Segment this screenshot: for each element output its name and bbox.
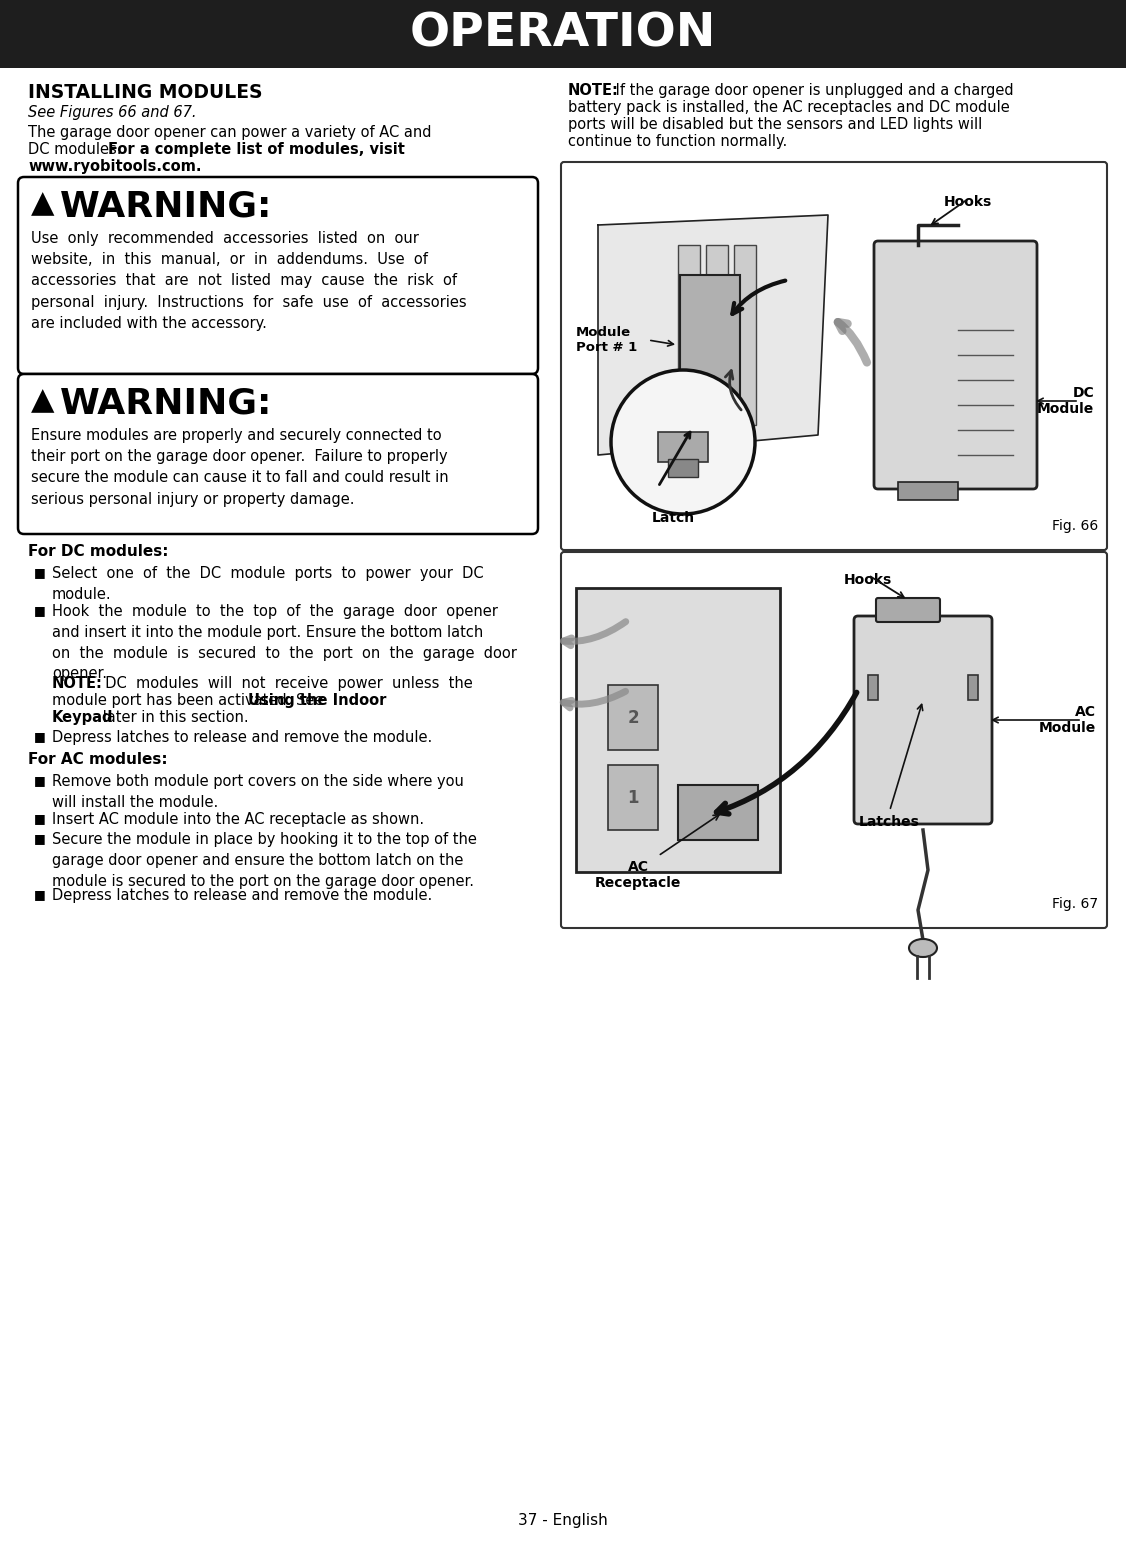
Bar bbox=[868, 675, 878, 700]
Bar bbox=[899, 482, 958, 499]
FancyArrowPatch shape bbox=[725, 371, 741, 410]
FancyBboxPatch shape bbox=[577, 589, 780, 872]
Text: For AC modules:: For AC modules: bbox=[28, 752, 168, 767]
FancyBboxPatch shape bbox=[874, 240, 1037, 488]
Bar bbox=[608, 764, 658, 831]
Text: Hooks: Hooks bbox=[844, 573, 892, 587]
Text: continue to function normally.: continue to function normally. bbox=[568, 134, 787, 149]
Text: Use  only  recommended  accessories  listed  on  our
website,  in  this  manual,: Use only recommended accessories listed … bbox=[32, 231, 466, 331]
Text: Hook  the  module  to  the  top  of  the  garage  door  opener
and insert it int: Hook the module to the top of the garage… bbox=[52, 604, 517, 681]
Text: Depress latches to release and remove the module.: Depress latches to release and remove th… bbox=[52, 888, 432, 903]
Text: Insert AC module into the AC receptacle as shown.: Insert AC module into the AC receptacle … bbox=[52, 812, 425, 828]
Text: DC modules.: DC modules. bbox=[28, 142, 131, 157]
Text: Using the Indoor: Using the Indoor bbox=[248, 693, 386, 707]
Circle shape bbox=[611, 370, 756, 515]
Bar bbox=[678, 245, 700, 425]
Text: module port has been activated. See: module port has been activated. See bbox=[52, 693, 328, 707]
Text: ■: ■ bbox=[34, 604, 46, 616]
FancyArrowPatch shape bbox=[563, 621, 626, 646]
Text: Depress latches to release and remove the module.: Depress latches to release and remove th… bbox=[52, 730, 432, 744]
Text: INSTALLING MODULES: INSTALLING MODULES bbox=[28, 83, 262, 102]
Bar bbox=[678, 784, 758, 840]
Text: ports will be disabled but the sensors and LED lights will: ports will be disabled but the sensors a… bbox=[568, 117, 982, 133]
FancyBboxPatch shape bbox=[561, 162, 1107, 550]
Text: Select  one  of  the  DC  module  ports  to  power  your  DC
module.: Select one of the DC module ports to pow… bbox=[52, 566, 484, 601]
FancyBboxPatch shape bbox=[876, 598, 940, 623]
Text: NOTE:: NOTE: bbox=[568, 83, 619, 99]
Text: WARNING:: WARNING: bbox=[60, 190, 272, 223]
Text: DC  modules  will  not  receive  power  unless  the: DC modules will not receive power unless… bbox=[96, 676, 473, 690]
Bar bbox=[0, 0, 1126, 68]
Text: 2: 2 bbox=[627, 709, 638, 727]
Text: ■: ■ bbox=[34, 832, 46, 844]
Text: ■: ■ bbox=[34, 774, 46, 787]
Text: ▲: ▲ bbox=[32, 385, 54, 415]
Bar bbox=[706, 245, 729, 425]
Text: Keypad: Keypad bbox=[52, 710, 114, 724]
Text: www.ryobitools.com.: www.ryobitools.com. bbox=[28, 159, 202, 174]
Text: For DC modules:: For DC modules: bbox=[28, 544, 169, 559]
Text: battery pack is installed, the AC receptacles and DC module: battery pack is installed, the AC recept… bbox=[568, 100, 1010, 116]
Text: Module
Port # 1: Module Port # 1 bbox=[577, 327, 637, 354]
Text: 37 - English: 37 - English bbox=[518, 1513, 608, 1529]
Text: DC
Module: DC Module bbox=[1037, 385, 1094, 416]
Text: Hooks: Hooks bbox=[944, 196, 992, 210]
FancyBboxPatch shape bbox=[18, 177, 538, 374]
Text: later in this section.: later in this section. bbox=[98, 710, 249, 724]
Text: AC
Module: AC Module bbox=[1039, 704, 1096, 735]
FancyBboxPatch shape bbox=[18, 374, 538, 535]
Bar bbox=[968, 675, 978, 700]
Text: WARNING:: WARNING: bbox=[60, 385, 272, 421]
Text: ■: ■ bbox=[34, 730, 46, 743]
Text: See Figures 66 and 67.: See Figures 66 and 67. bbox=[28, 105, 197, 120]
Bar bbox=[668, 459, 698, 478]
Text: Latches: Latches bbox=[859, 815, 920, 829]
Text: Latch: Latch bbox=[652, 512, 695, 525]
Text: NOTE:: NOTE: bbox=[52, 676, 102, 690]
Bar bbox=[680, 274, 740, 405]
Text: For a complete list of modules, visit: For a complete list of modules, visit bbox=[108, 142, 405, 157]
Text: Fig. 66: Fig. 66 bbox=[1052, 519, 1098, 533]
Text: 1: 1 bbox=[627, 789, 638, 807]
FancyBboxPatch shape bbox=[854, 616, 992, 824]
Text: If the garage door opener is unplugged and a charged: If the garage door opener is unplugged a… bbox=[611, 83, 1013, 99]
Text: ■: ■ bbox=[34, 888, 46, 901]
Text: AC
Receptacle: AC Receptacle bbox=[595, 860, 681, 891]
Text: ■: ■ bbox=[34, 566, 46, 579]
Bar bbox=[608, 686, 658, 750]
Text: Secure the module in place by hooking it to the top of the
garage door opener an: Secure the module in place by hooking it… bbox=[52, 832, 477, 889]
FancyArrowPatch shape bbox=[838, 322, 867, 362]
FancyBboxPatch shape bbox=[561, 552, 1107, 928]
Bar bbox=[734, 245, 756, 425]
Text: The garage door opener can power a variety of AC and: The garage door opener can power a varie… bbox=[28, 125, 431, 140]
Ellipse shape bbox=[909, 938, 937, 957]
Text: ■: ■ bbox=[34, 812, 46, 824]
Text: Remove both module port covers on the side where you
will install the module.: Remove both module port covers on the si… bbox=[52, 774, 464, 809]
FancyArrowPatch shape bbox=[563, 692, 626, 707]
Bar bbox=[658, 431, 708, 462]
Text: Ensure modules are properly and securely connected to
their port on the garage d: Ensure modules are properly and securely… bbox=[32, 428, 448, 507]
Text: Fig. 67: Fig. 67 bbox=[1052, 897, 1098, 911]
Text: OPERATION: OPERATION bbox=[410, 11, 716, 57]
Text: ▲: ▲ bbox=[32, 190, 54, 217]
Polygon shape bbox=[598, 216, 828, 455]
